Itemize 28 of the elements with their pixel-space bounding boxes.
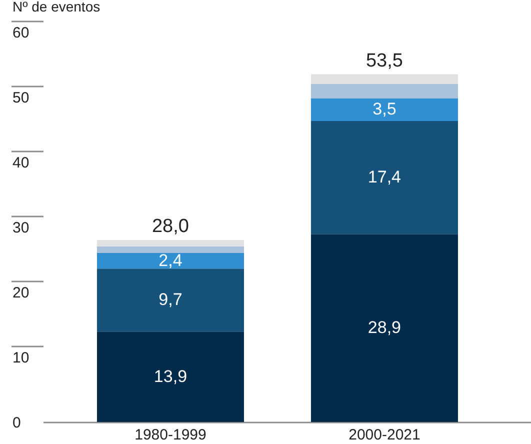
- data-label: 28,9: [368, 318, 402, 338]
- y-axis-title: Nº de eventos: [12, 0, 100, 14]
- bar: [310, 84, 458, 98]
- x-tick-label: 1980-1999: [134, 426, 206, 444]
- data-label: 17,4: [368, 168, 402, 187]
- y-tick-label: 50: [12, 90, 30, 106]
- data-label: 13,9: [154, 366, 188, 386]
- bar: [96, 268, 244, 332]
- y-tick-label: 0: [12, 414, 21, 432]
- y-tick-label: 40: [12, 154, 30, 172]
- data-label: 2,4: [158, 250, 182, 270]
- data-label: 3,5: [372, 100, 396, 119]
- bar: [96, 253, 244, 269]
- total-label: 28,0: [152, 216, 189, 237]
- bar: [96, 332, 244, 422]
- bar: [310, 98, 458, 122]
- bar: [96, 240, 244, 246]
- total-label: 53,5: [366, 50, 403, 72]
- y-tick-label: 20: [12, 284, 30, 302]
- data-label: 9,7: [158, 290, 182, 310]
- bar: [310, 121, 458, 234]
- y-tick-label: 10: [12, 350, 30, 366]
- y-tick-label: 30: [12, 220, 30, 236]
- y-tick-label: 60: [12, 24, 30, 42]
- bar: [310, 74, 458, 84]
- bar: [310, 234, 458, 422]
- bar: [96, 246, 244, 253]
- x-tick-label: 2000-2021: [348, 426, 420, 444]
